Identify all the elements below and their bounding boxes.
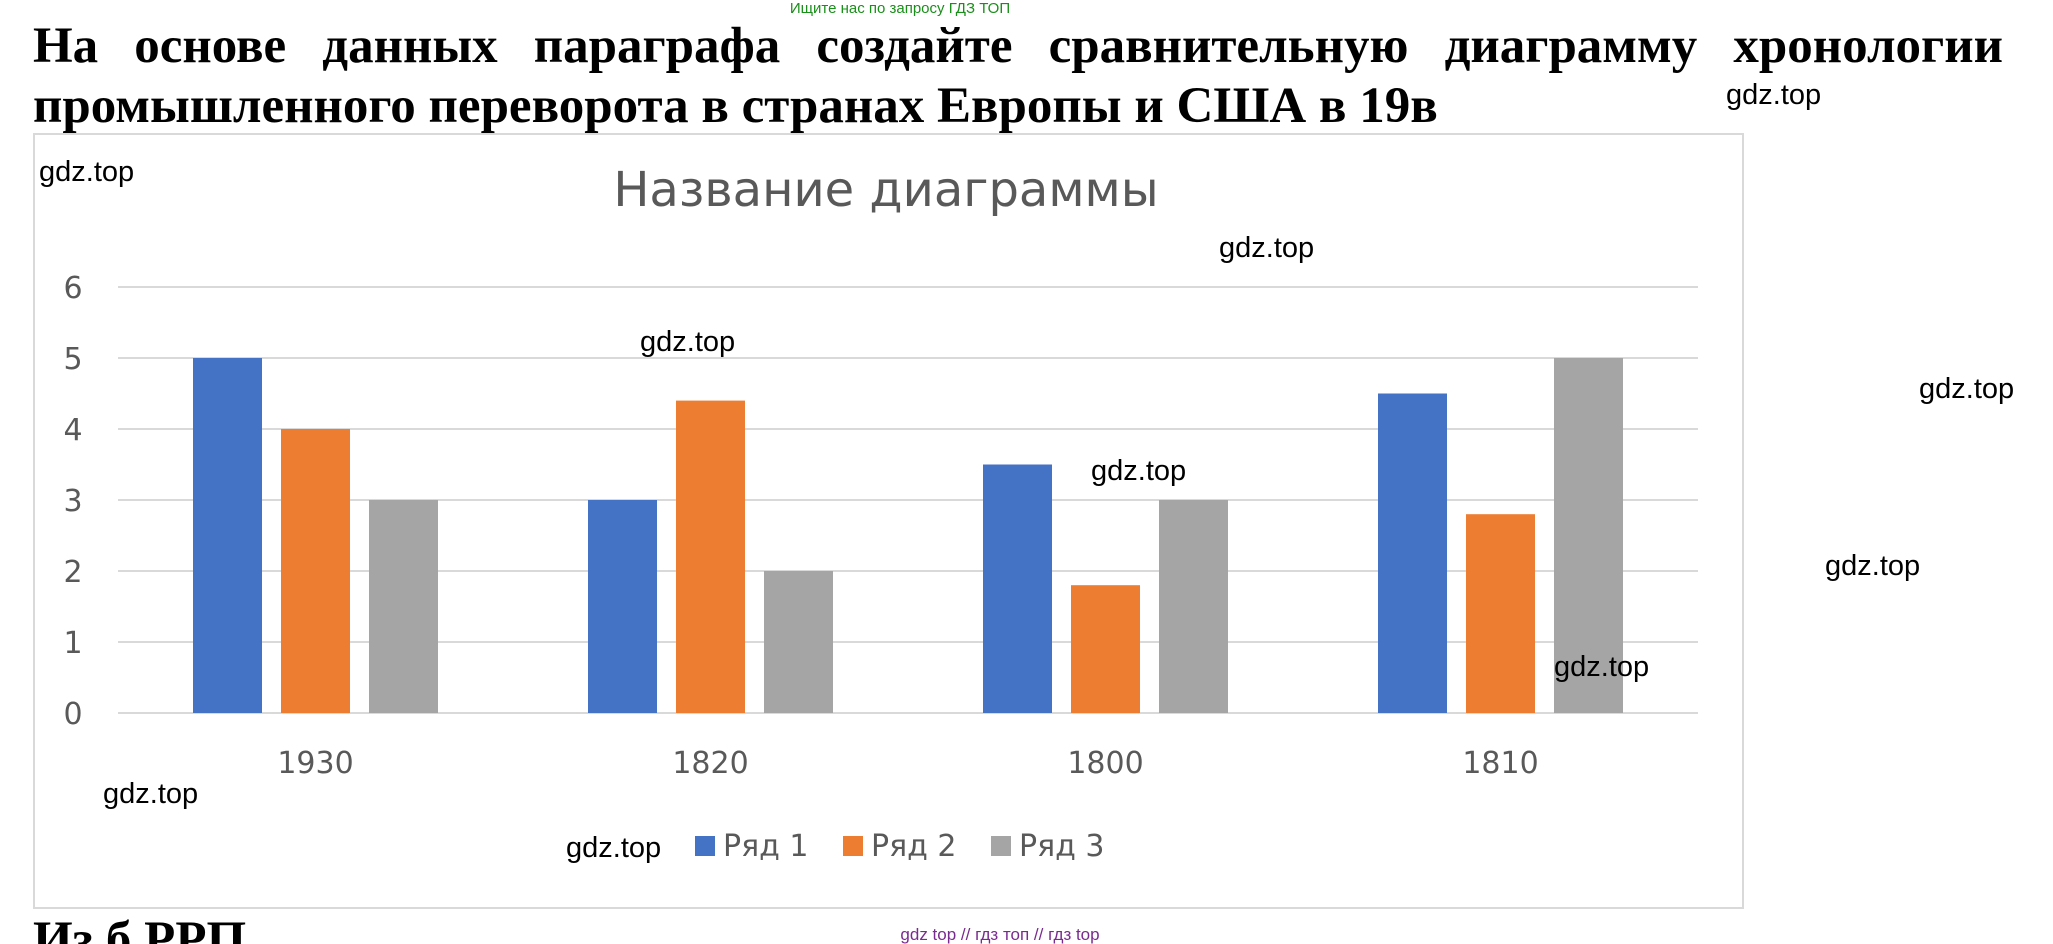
y-tick-label: 4	[63, 413, 82, 448]
y-tick-label: 1	[63, 626, 82, 661]
bar-3	[369, 500, 438, 713]
watermark: gdz.top	[1825, 550, 1921, 582]
x-tick-label: 1800	[1067, 746, 1143, 781]
y-tick-label: 3	[63, 484, 82, 519]
top-note: Ищите нас по запросу ГДЗ ТОП	[789, 0, 1011, 17]
legend-label: Ряд 1	[723, 829, 809, 864]
x-axis-ticks: 1930 1820 1800 1810	[277, 746, 1538, 781]
y-tick-label: 5	[63, 342, 82, 377]
bar-3	[1159, 500, 1228, 713]
legend-label: Ряд 2	[871, 829, 957, 864]
bar-1	[588, 500, 657, 713]
bar-1	[193, 358, 262, 713]
y-tick-label: 2	[63, 555, 82, 590]
watermark: gdz.top	[1219, 232, 1315, 264]
bars	[193, 358, 1623, 713]
x-tick-label: 1930	[277, 746, 353, 781]
legend-swatch	[695, 836, 715, 856]
legend-label: Ряд 3	[1019, 829, 1105, 864]
legend-swatch	[843, 836, 863, 856]
watermark: gdz.top	[1919, 373, 2015, 405]
bar-2	[1071, 585, 1140, 713]
y-tick-label: 6	[63, 271, 82, 306]
cut-off-heading: Из б РРП	[33, 910, 1533, 944]
bottom-note: gdz top // гдз топ // гдз top	[900, 925, 1100, 944]
y-axis-ticks: 0 1 2 3 4 5 6	[63, 271, 82, 732]
x-tick-label: 1820	[672, 746, 748, 781]
bar-3	[764, 571, 833, 713]
grid-lines	[118, 286, 1698, 714]
page-heading: На основе данных параграфа создайте срав…	[33, 18, 2003, 134]
x-tick-label: 1810	[1462, 746, 1538, 781]
cut-off-text: Из б РРП	[33, 912, 247, 944]
watermark: gdz.top	[39, 156, 135, 188]
bar-1	[983, 464, 1052, 713]
bar-2	[676, 400, 745, 713]
y-tick-label: 0	[63, 697, 82, 732]
bar-2	[1466, 514, 1535, 713]
bar-2	[281, 429, 350, 713]
watermark: gdz.top	[640, 326, 736, 358]
watermark: gdz.top	[566, 832, 662, 864]
watermark: gdz.top	[1726, 79, 1822, 111]
watermark: gdz.top	[1091, 455, 1187, 487]
bar-1	[1378, 393, 1447, 713]
chart-title: Название диаграммы	[613, 162, 1158, 218]
watermark: gdz.top	[103, 778, 199, 810]
legend-swatch	[991, 836, 1011, 856]
legend: Ряд 1 Ряд 2 Ряд 3	[695, 829, 1105, 864]
watermark: gdz.top	[1554, 651, 1650, 683]
bar-3	[1554, 358, 1623, 713]
